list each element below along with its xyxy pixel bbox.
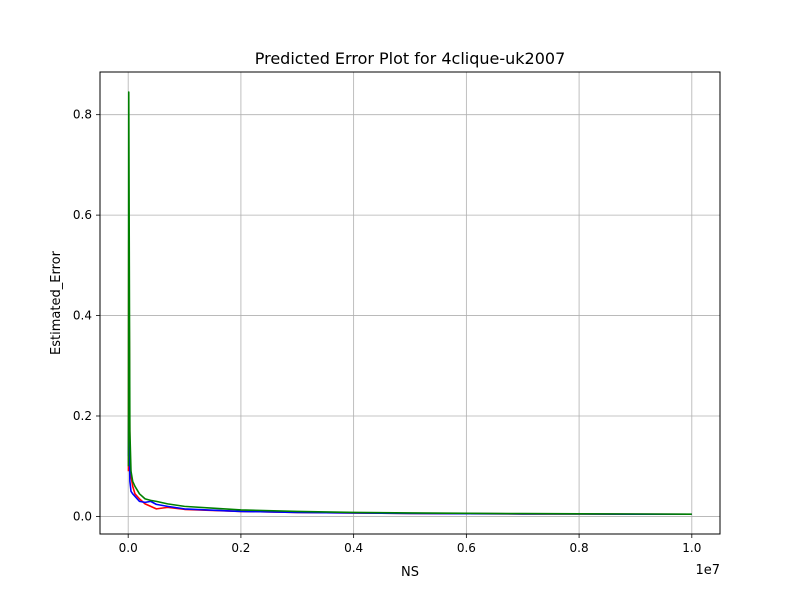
x-tick-label: 0.4 [344,541,363,555]
y-axis-ticks: 0.0 0.2 0.4 0.6 0.8 [73,108,100,523]
grid-lines [100,72,720,534]
x-tick-label: 0.8 [570,541,589,555]
y-tick-label: 0.2 [73,409,92,423]
y-tick-label: 0.0 [73,509,92,523]
x-axis-label: NS [401,565,419,580]
y-tick-label: 0.6 [73,208,92,222]
series-line-2 [127,91,692,515]
x-tick-label: 0.0 [119,541,138,555]
axes-frame [99,71,721,535]
y-axis-label: Estimated_Error [49,250,64,355]
y-tick-label: 0.8 [73,108,92,122]
x-axis-ticks: 0.0 0.2 0.4 0.6 0.8 1.0 [119,534,701,555]
x-axis-offset-label: 1e7 [695,563,720,578]
y-tick-label: 0.4 [73,309,92,323]
series-layer [127,91,692,516]
x-tick-label: 1.0 [682,541,701,555]
x-tick-label: 0.2 [231,541,250,555]
chart-title: Predicted Error Plot for 4clique-uk2007 [255,49,566,68]
x-tick-label: 0.6 [457,541,476,555]
